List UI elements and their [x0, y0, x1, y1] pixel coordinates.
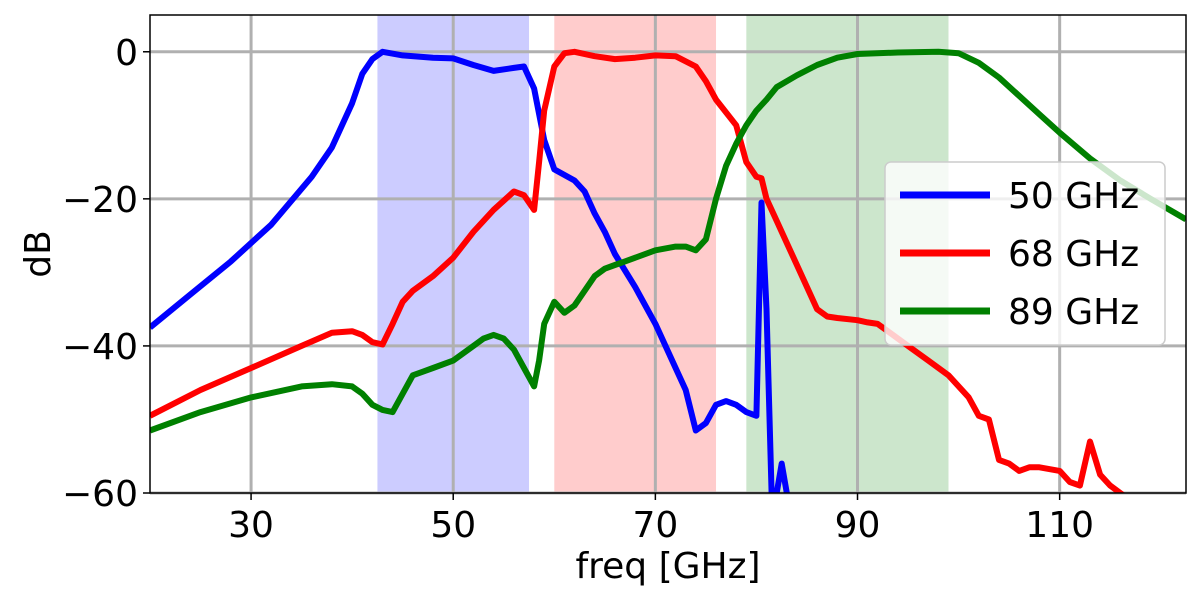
y-tick-label: −20 [62, 180, 138, 221]
legend: 50 GHz 68 GHz 89 GHz [884, 161, 1166, 346]
y-axis-label: dB [18, 230, 59, 278]
x-tick-label: 110 [1025, 505, 1094, 546]
legend-box [884, 161, 1166, 346]
x-axis-label: freq [GHz] [575, 546, 760, 587]
legend-label: 50 GHz [1008, 176, 1139, 217]
y-tick-labels: 0 −20 −40 −60 [62, 33, 150, 515]
x-tick-label: 50 [430, 505, 476, 546]
x-tick-labels: 30 50 70 90 110 [228, 493, 1094, 546]
y-tick-label: 0 [115, 33, 138, 74]
series-line-2 [150, 48, 1126, 493]
y-tick-label: −40 [62, 327, 138, 368]
shaded-bands [377, 15, 949, 493]
x-tick-label: 90 [835, 505, 881, 546]
y-tick-label: −60 [62, 474, 138, 515]
plot-frame [149, 14, 1187, 494]
series-line-3 [150, 48, 1186, 434]
series-line-1 [150, 48, 790, 493]
x-tick-label: 30 [228, 505, 274, 546]
legend-label: 68 GHz [1008, 234, 1139, 275]
legend-label: 89 GHz [1008, 292, 1139, 333]
x-tick-label: 70 [632, 505, 678, 546]
series-lines [150, 48, 1186, 493]
